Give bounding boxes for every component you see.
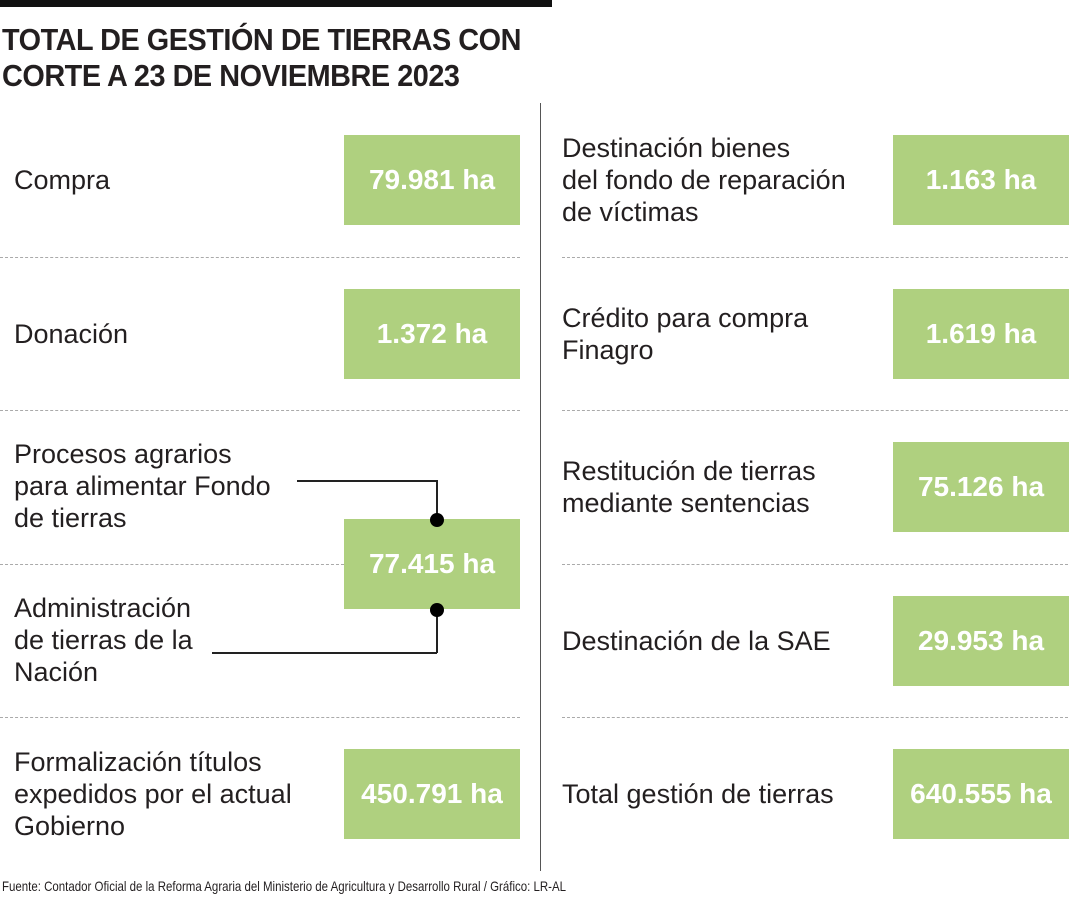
page-title: TOTAL DE GESTIÓN DE TIERRAS CON CORTE A …	[2, 22, 521, 93]
row-label: Destinación bienes del fondo de reparaci…	[562, 133, 846, 227]
value-box: 1.619 ha	[893, 289, 1069, 379]
row-label: Procesos agrarios para alimentar Fondo d…	[14, 439, 271, 533]
connector-line	[436, 480, 438, 520]
value-box: 1.163 ha	[893, 135, 1069, 225]
connector-dot	[430, 603, 444, 617]
row-divider	[562, 564, 1068, 565]
value-box: 450.791 ha	[344, 749, 520, 839]
connector-line	[436, 609, 438, 653]
row-divider	[0, 257, 520, 258]
row-divider	[0, 717, 520, 718]
row-label: Crédito para compra Finagro	[562, 303, 809, 365]
value-box: 640.555 ha	[893, 749, 1069, 839]
value-box: 77.415 ha	[344, 519, 520, 609]
row-divider	[562, 410, 1068, 411]
value-box: 29.953 ha	[893, 596, 1069, 686]
row-label: Total gestión de tierras	[562, 779, 834, 809]
connector-line	[212, 652, 437, 654]
row-label: Restitución de tierras mediante sentenci…	[562, 456, 816, 518]
row-divider	[562, 257, 1068, 258]
source-note: Fuente: Contador Oficial de la Reforma A…	[2, 878, 567, 894]
connector-line	[297, 480, 437, 482]
top-rule	[0, 0, 552, 7]
column-divider	[540, 103, 541, 871]
row-label: Donación	[14, 319, 129, 349]
row-label: Administración de tierras de la Nación	[14, 593, 193, 687]
connector-dot	[430, 513, 444, 527]
row-label: Formalización títulos expedidos por el a…	[14, 747, 292, 841]
row-divider	[0, 564, 344, 565]
row-divider	[0, 410, 520, 411]
value-box: 1.372 ha	[344, 289, 520, 379]
value-box: 75.126 ha	[893, 442, 1069, 532]
row-label: Compra	[14, 165, 111, 195]
row-label: Destinación de la SAE	[562, 626, 831, 656]
row-divider	[562, 717, 1068, 718]
value-box: 79.981 ha	[344, 135, 520, 225]
